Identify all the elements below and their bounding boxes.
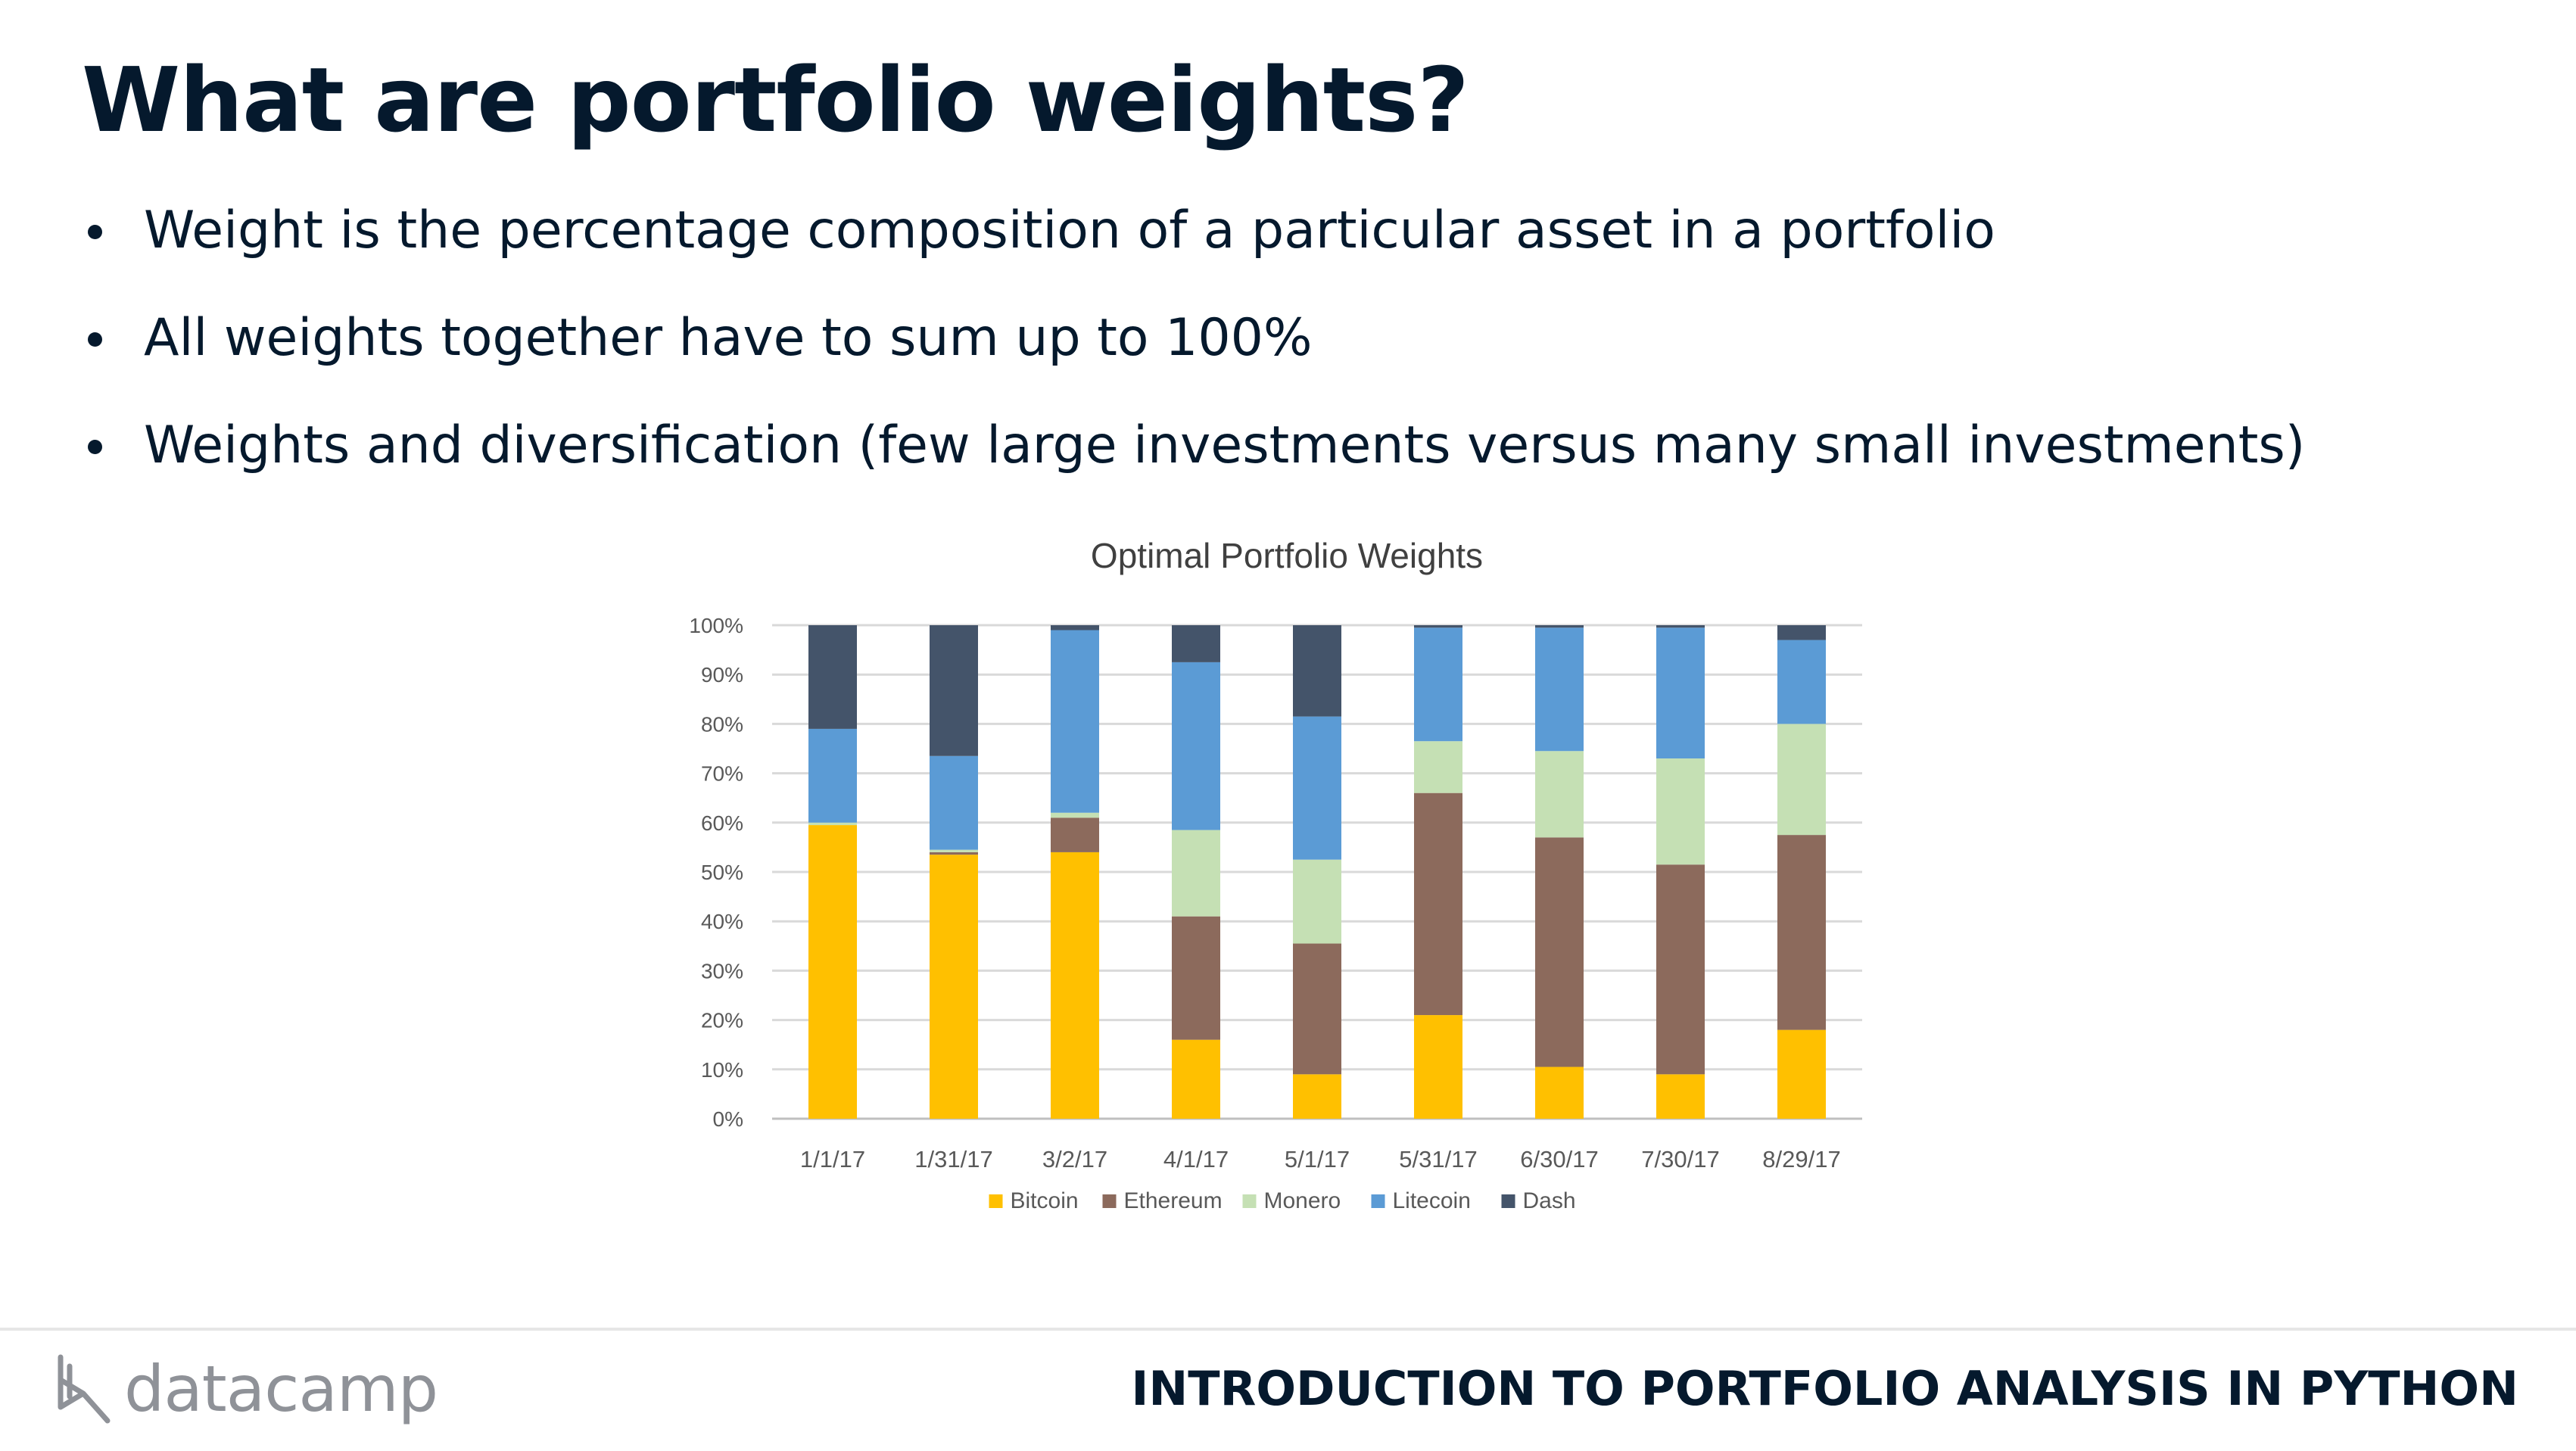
bar-segment-litecoin (808, 728, 857, 823)
bullet-item: Weight is the percentage composition of … (82, 189, 2305, 297)
bar-segment-bitcoin (1535, 1066, 1584, 1119)
bar-segment-litecoin (930, 755, 978, 850)
y-tick-label: 100% (689, 614, 743, 637)
y-tick-label: 50% (701, 861, 743, 884)
y-tick-label: 30% (701, 959, 743, 982)
x-tick-label: 6/30/17 (1520, 1146, 1598, 1172)
bar-segment-ethereum (1777, 835, 1826, 1030)
x-tick-label: 7/30/17 (1641, 1146, 1719, 1172)
bar-segment-bitcoin (1051, 852, 1099, 1119)
bar-segment-dash (1172, 625, 1220, 662)
bullet-item: All weights together have to sum up to 1… (82, 297, 2305, 404)
bullet-text: All weights together have to sum up to 1… (144, 308, 1313, 368)
legend-label: Bitcoin (1011, 1188, 1079, 1213)
bar-segment-litecoin (1535, 627, 1584, 752)
y-tick-label: 40% (701, 910, 743, 933)
bar-segment-dash (1777, 625, 1826, 640)
y-tick-label: 10% (701, 1058, 743, 1082)
y-tick-label: 0% (713, 1107, 743, 1131)
chart-title: Optimal Portfolio Weights (1091, 536, 1483, 575)
y-tick-label: 90% (701, 663, 743, 687)
bar-segment-litecoin (1656, 627, 1705, 759)
datacamp-logo: datacamp (53, 1351, 438, 1427)
slide-title: What are portfolio weights? (82, 48, 1469, 152)
bar-segment-dash (1535, 625, 1584, 628)
bar-segment-monero (930, 849, 978, 852)
bar-segment-dash (1293, 625, 1341, 717)
bar-segment-monero (1293, 859, 1341, 944)
x-tick-label: 1/31/17 (914, 1146, 992, 1172)
legend-swatch-ethereum (1102, 1194, 1117, 1208)
bullet-text: Weight is the percentage composition of … (144, 201, 1995, 260)
bar-segment-ethereum (930, 852, 978, 855)
bar-segment-bitcoin (808, 825, 857, 1119)
legend-label: Litecoin (1393, 1188, 1471, 1213)
bullet-dot-icon (88, 332, 102, 347)
bar-segment-ethereum (1172, 916, 1220, 1040)
bullet-item: Weights and diversification (few large i… (82, 404, 2305, 512)
bar-segment-ethereum (1293, 943, 1341, 1075)
bar-segment-bitcoin (1172, 1039, 1220, 1119)
x-tick-label: 5/1/17 (1285, 1146, 1350, 1172)
logo-text: datacamp (124, 1352, 438, 1426)
legend-label: Ethereum (1124, 1188, 1223, 1213)
y-tick-label: 70% (701, 762, 743, 786)
bullet-dot-icon (88, 440, 102, 454)
bar-segment-litecoin (1051, 630, 1099, 813)
x-tick-label: 4/1/17 (1163, 1146, 1229, 1172)
legend-swatch-monero (1242, 1194, 1257, 1208)
bar-segment-ethereum (1051, 817, 1099, 852)
bar-segment-litecoin (1293, 716, 1341, 860)
bar-segment-bitcoin (1293, 1074, 1341, 1119)
bar-segment-monero (1051, 812, 1099, 818)
x-tick-label: 1/1/17 (800, 1146, 865, 1172)
bar-segment-monero (1535, 751, 1584, 838)
x-tick-label: 5/31/17 (1399, 1146, 1477, 1172)
legend-label: Dash (1523, 1188, 1576, 1213)
footer-divider (0, 1328, 2576, 1331)
portfolio-weights-chart: Optimal Portfolio Weights 0% 10% 20% 30% 40%… (689, 536, 1862, 1213)
y-tick-label: 80% (701, 712, 743, 736)
legend-label: Monero (1264, 1188, 1341, 1213)
x-tick-label: 3/2/17 (1042, 1146, 1107, 1172)
datacamp-logo-icon (58, 1354, 111, 1424)
bar-segment-bitcoin (1777, 1029, 1826, 1119)
bar-segment-monero (1414, 741, 1462, 793)
bar-segment-monero (808, 822, 857, 826)
bar-segment-litecoin (1172, 662, 1220, 830)
bar-segment-bitcoin (1656, 1074, 1705, 1119)
bar-segment-dash (808, 625, 857, 729)
bar-segment-ethereum (1656, 864, 1705, 1075)
course-title: INTRODUCTION TO PORTFOLIO ANALYSIS IN PY… (1131, 1361, 2518, 1416)
bar-segment-dash (930, 625, 978, 756)
y-tick-label: 20% (701, 1009, 743, 1032)
bar-segment-dash (1051, 625, 1099, 631)
bar-segment-monero (1172, 830, 1220, 917)
bar-segment-monero (1656, 758, 1705, 865)
legend-swatch-bitcoin (989, 1194, 1003, 1208)
legend-swatch-dash (1501, 1194, 1515, 1208)
bullet-list: Weight is the percentage composition of … (82, 189, 2305, 512)
bar-segment-ethereum (1414, 792, 1462, 1016)
legend-swatch-litecoin (1371, 1194, 1385, 1208)
bar-segment-dash (1656, 625, 1705, 628)
bar-segment-monero (1777, 724, 1826, 836)
y-tick-label: 60% (701, 811, 743, 835)
bar-segment-bitcoin (930, 855, 978, 1119)
bar-segment-litecoin (1414, 627, 1462, 742)
bullet-text: Weights and diversification (few large i… (144, 416, 2306, 475)
bar-segment-dash (1414, 625, 1462, 628)
bar-segment-ethereum (1535, 837, 1584, 1067)
bar-segment-litecoin (1777, 640, 1826, 724)
bullet-dot-icon (88, 225, 102, 239)
x-tick-label: 8/29/17 (1762, 1146, 1840, 1172)
bar-segment-bitcoin (1414, 1015, 1462, 1119)
